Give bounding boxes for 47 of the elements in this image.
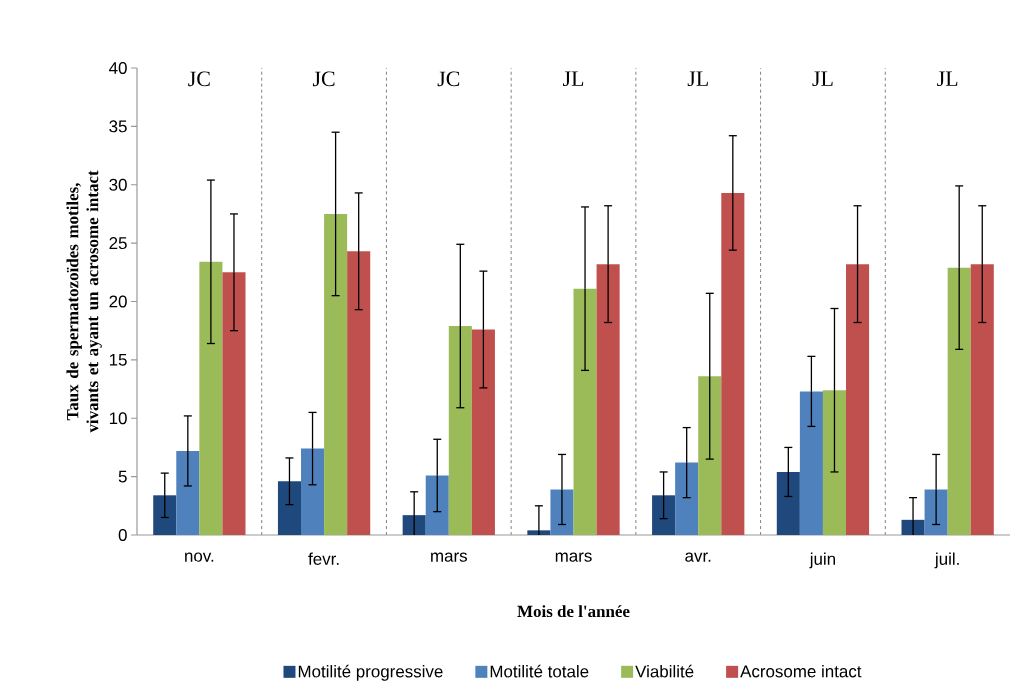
- bar: [799, 391, 823, 535]
- bar: [573, 288, 597, 535]
- bar: [448, 326, 472, 535]
- legend-label: Motilité totale: [490, 664, 589, 678]
- y-tick-label: 40: [109, 62, 127, 74]
- y-tick-label: 15: [109, 353, 127, 366]
- y-tick-label: 5: [118, 470, 127, 483]
- bar: [301, 448, 325, 535]
- y-tick-label: 0: [118, 529, 127, 541]
- y-tick-label: 35: [109, 120, 127, 133]
- bar: [324, 213, 348, 535]
- x-tick-label: mars: [431, 552, 467, 562]
- x-axis-title: Mois de l'année: [517, 605, 630, 618]
- legend-label: Viabilité: [635, 664, 694, 678]
- bar: [596, 264, 620, 535]
- x-tick-label: juin: [809, 552, 835, 569]
- bar: [947, 267, 971, 535]
- bar: [176, 450, 200, 535]
- annotation: JL: [812, 71, 833, 87]
- bar: [277, 481, 301, 535]
- bar: [970, 264, 994, 535]
- y-tick-label: 20: [109, 295, 127, 308]
- legend-label: Motilité progressive: [298, 664, 443, 681]
- x-tick-label: mars: [555, 552, 592, 562]
- bar: [222, 272, 246, 535]
- y-tick-label: 30: [109, 178, 127, 191]
- annotation: JC: [312, 71, 335, 87]
- x-tick-label: fevr.: [308, 552, 339, 565]
- legend-label: Acrosome intact: [740, 664, 862, 678]
- bar: [347, 251, 371, 535]
- x-tick-label: juil.: [934, 552, 959, 569]
- bar: [776, 471, 800, 535]
- annotation: JC: [188, 71, 210, 87]
- annotation: JL: [563, 71, 584, 87]
- annotation: JL: [687, 71, 708, 87]
- bar: [675, 462, 699, 535]
- y-tick-label: 10: [109, 412, 127, 425]
- bar: [846, 264, 870, 535]
- bar: [721, 192, 745, 535]
- x-tick-label: avr.: [685, 552, 711, 562]
- x-tick-label: nov.: [185, 552, 214, 562]
- y-axis-title: Taux de spermatozoïdes motiles, vivants et ayant un acrosome intact: [66, 170, 102, 433]
- annotation: JC: [437, 71, 460, 87]
- annotation: JL: [937, 71, 958, 87]
- y-tick-label: 25: [109, 237, 127, 250]
- bar: [199, 261, 223, 535]
- bar: [471, 329, 495, 535]
